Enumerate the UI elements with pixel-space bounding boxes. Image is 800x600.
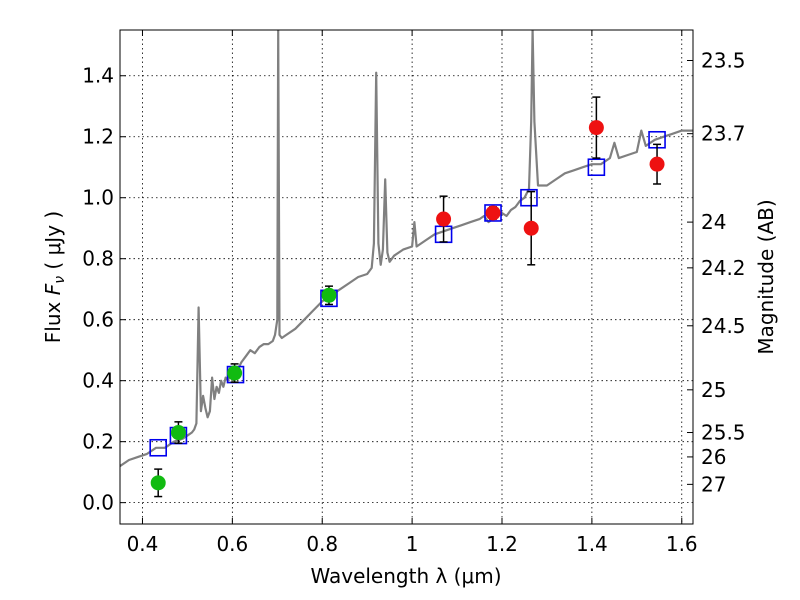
right-tick-label: 23.5 bbox=[701, 48, 746, 72]
spectrum-series bbox=[120, 30, 693, 468]
y-axis-label-unit: ( μJy ) bbox=[41, 211, 65, 276]
model-square-marker bbox=[149, 438, 167, 457]
x-tick-label: 1.6 bbox=[666, 532, 698, 556]
data-point-marker bbox=[227, 365, 243, 381]
y-tick-label: 0.2 bbox=[82, 430, 114, 454]
y-tick-label: 0.8 bbox=[82, 247, 114, 271]
right-axis-label: Magnitude (AB) bbox=[754, 199, 778, 354]
right-tick-label: 24.2 bbox=[701, 256, 746, 280]
model-square-marker bbox=[520, 188, 538, 207]
data-point-marker bbox=[485, 205, 501, 221]
data-point-marker bbox=[523, 220, 539, 236]
y-tick-label: 0.0 bbox=[82, 491, 114, 515]
y-axis-label-symbol: F bbox=[41, 283, 65, 295]
x-tick-label: 0.8 bbox=[306, 532, 338, 556]
right-tick-label: 24.5 bbox=[701, 314, 746, 338]
right-tick-label: 24 bbox=[701, 210, 726, 234]
data-point-marker bbox=[321, 287, 337, 303]
y-tick-label: 0.6 bbox=[82, 308, 114, 332]
data-point-marker bbox=[588, 120, 604, 136]
right-tick-label: 23.7 bbox=[701, 122, 746, 146]
model-square-marker bbox=[587, 158, 606, 177]
model-square-marker bbox=[484, 204, 502, 222]
right-tick-label: 26 bbox=[701, 445, 726, 469]
y-tick-label: 0.4 bbox=[82, 369, 114, 393]
right-tick-label: 25 bbox=[701, 378, 726, 402]
photometry-series bbox=[149, 96, 666, 498]
axis-ticks: 0.4 0.6 0.8 1 1.2 1.4 1.6 0.0 0.2 0.4 0.6 0.8 1.0 1.2… bbox=[82, 30, 746, 556]
y-axis-label-prefix: Flux bbox=[41, 295, 65, 343]
y-tick-label: 1.0 bbox=[82, 186, 114, 210]
spectrum-line bbox=[120, 30, 693, 468]
data-point-marker bbox=[436, 211, 452, 227]
x-tick-label: 1.4 bbox=[576, 532, 608, 556]
plot-frame bbox=[119, 29, 694, 525]
x-axis-label: Wavelength λ (μm) bbox=[310, 564, 501, 588]
grid bbox=[120, 30, 693, 524]
y-tick-label: 1.2 bbox=[82, 125, 114, 149]
x-tick-label: 0.6 bbox=[216, 532, 248, 556]
x-tick-label: 1 bbox=[406, 532, 419, 556]
y-tick-label: 1.4 bbox=[82, 64, 114, 88]
data-point-marker bbox=[150, 475, 166, 491]
x-tick-label: 0.4 bbox=[127, 532, 159, 556]
y-axis-label: Flux Fν ( μJy ) bbox=[41, 211, 68, 343]
data-point-marker bbox=[170, 425, 186, 441]
y-axis-label-subscript: ν bbox=[52, 276, 68, 284]
right-tick-label: 25.5 bbox=[701, 421, 746, 445]
data-point-marker bbox=[649, 156, 665, 172]
right-tick-label: 27 bbox=[701, 472, 726, 496]
x-tick-label: 1.2 bbox=[486, 532, 518, 556]
